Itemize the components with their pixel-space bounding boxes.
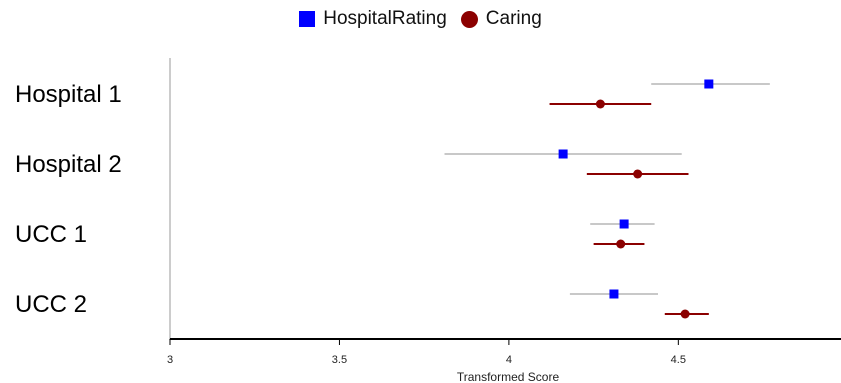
x-axis-ticks: 3 3.5 4 4.5	[167, 339, 686, 366]
y-axis-labels: Hospital 1 Hospital 2 UCC 1 UCC 2	[15, 81, 122, 318]
data-point-circle	[633, 169, 643, 179]
x-tick-label: 3.5	[332, 354, 347, 366]
y-category-label: Hospital 2	[15, 151, 122, 178]
legend-item-caring: Caring	[460, 8, 542, 30]
legend: HospitalRating Caring	[0, 8, 841, 30]
legend-label-hospitalrating: HospitalRating	[323, 8, 447, 29]
x-tick-label: 4.5	[671, 354, 686, 366]
data-point-square	[619, 219, 629, 229]
y-category-label: UCC 1	[15, 221, 87, 248]
data-marks	[444, 79, 770, 319]
data-point-square	[704, 79, 714, 89]
x-tick-label: 4	[506, 354, 512, 366]
legend-item-hospitalrating: HospitalRating	[299, 8, 447, 30]
x-axis-title: Transformed Score	[457, 370, 560, 383]
data-point-circle	[680, 309, 690, 319]
legend-label-caring: Caring	[485, 8, 542, 29]
data-point-circle	[616, 239, 626, 249]
data-point-circle	[595, 99, 605, 109]
y-category-label: UCC 2	[15, 291, 87, 318]
legend-circle-marker-icon	[460, 10, 478, 28]
data-point-square	[558, 149, 568, 159]
x-tick-label: 3	[167, 354, 173, 366]
data-point-square	[609, 289, 619, 299]
y-category-label: Hospital 1	[15, 81, 122, 108]
legend-square-marker-icon	[299, 11, 316, 27]
